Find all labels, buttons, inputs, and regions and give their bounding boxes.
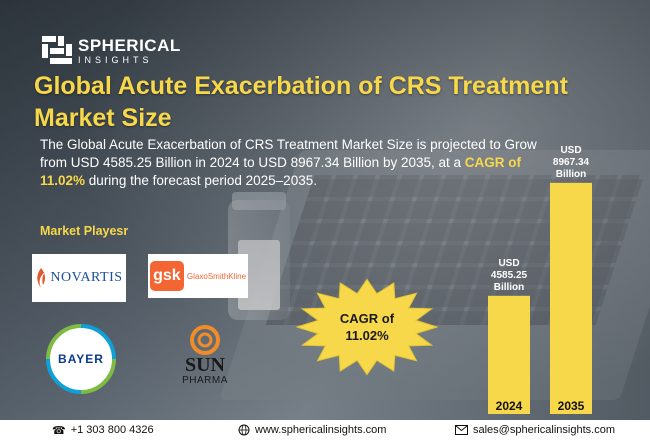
- logo-gsk: gsk GlaxoSmithKline: [148, 254, 248, 298]
- globe-icon: [238, 424, 250, 436]
- bayer-name: BAYER: [58, 352, 104, 366]
- page-title: Global Acute Exacerbation of CRS Treatme…: [34, 72, 568, 132]
- logo-bayer: BAYER: [46, 324, 116, 394]
- gsk-mark: gsk: [149, 261, 184, 291]
- sun-name: SUN: [184, 353, 225, 376]
- data-label-2035-2: Billion: [556, 169, 587, 180]
- email-text[interactable]: sales@sphericalinsights.com: [473, 424, 616, 436]
- mail-icon: [455, 425, 468, 435]
- description-highlight: CAGR of 11.02%: [40, 155, 522, 188]
- description-part2: during the forecast period 2025–2035.: [85, 173, 317, 188]
- cagr-line1: CAGR of: [339, 311, 395, 326]
- novartis-name: NOVARTIS: [50, 270, 123, 285]
- starburst-icon: [295, 278, 439, 376]
- sun-subname: PHARMA: [182, 374, 228, 386]
- gsk-subname: GlaxoSmithKline: [186, 271, 247, 281]
- website-text[interactable]: www.sphericalinsights.com: [255, 424, 387, 436]
- contact-website[interactable]: www.sphericalinsights.com: [238, 424, 386, 436]
- category-label-2024: 2024: [496, 399, 523, 413]
- market-description: The Global Acute Exacerbation of CRS Tre…: [40, 136, 540, 190]
- contact-footer: ☎ +1 303 800 4326 www.sphericalinsights.…: [0, 420, 650, 440]
- sun-swirl-icon: [190, 324, 220, 355]
- contact-email[interactable]: sales@sphericalinsights.com: [455, 424, 615, 436]
- cagr-badge: CAGR of 11.02%: [295, 278, 439, 376]
- bar-2035: [550, 182, 592, 414]
- category-label-2035: 2035: [558, 399, 585, 413]
- bayer-cross-icon: [46, 324, 116, 394]
- data-label-2035-1: 8967.34: [553, 157, 590, 168]
- phone-icon: ☎: [52, 424, 66, 437]
- bar-2024: [488, 295, 530, 414]
- brand-name: SPHERICAL: [78, 36, 181, 55]
- gsk-name: gsk: [153, 267, 181, 284]
- data-label-2024-0: USD: [498, 258, 519, 269]
- data-label-2024-2: Billion: [494, 282, 525, 293]
- novartis-flame-icon: [37, 268, 46, 288]
- cagr-line2: 11.02%: [345, 328, 389, 343]
- data-label-2035-0: USD: [560, 145, 581, 156]
- players-label: Market Playesr: [40, 224, 129, 238]
- brand-mark-icon: [42, 36, 72, 66]
- data-label-2024-1: 4585.25: [491, 270, 528, 281]
- brand-logo: SPHERICAL INSIGHTS: [42, 36, 181, 66]
- description-part1: The Global Acute Exacerbation of CRS Tre…: [40, 137, 537, 170]
- brand-subname: INSIGHTS: [78, 55, 153, 65]
- logo-sun-pharma: SUN PHARMA: [170, 320, 240, 390]
- logo-novartis: NOVARTIS: [32, 254, 126, 302]
- phone-text: +1 303 800 4326: [70, 424, 154, 436]
- contact-phone: ☎ +1 303 800 4326: [52, 424, 154, 437]
